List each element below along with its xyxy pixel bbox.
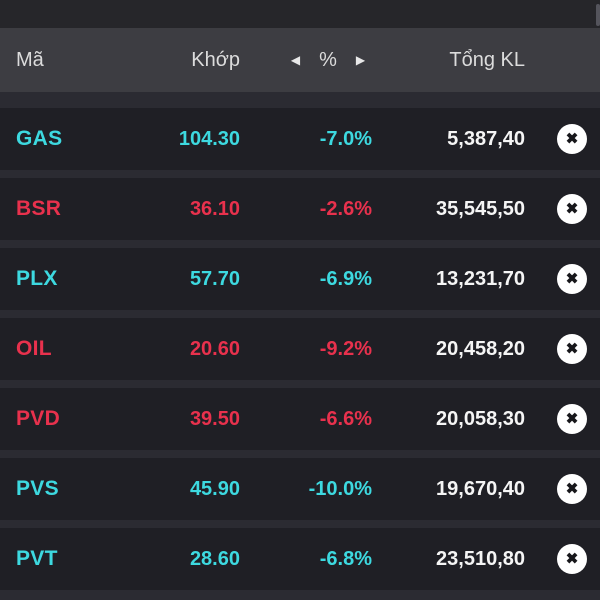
- price-cell: 36.10: [189, 197, 240, 220]
- price-cell: 20.60: [189, 337, 240, 360]
- volume-cell: 19,670,40: [436, 477, 525, 500]
- remove-symbol-button[interactable]: ✖: [557, 404, 587, 434]
- pct-change-cell: -6.8%: [319, 547, 372, 570]
- remove-symbol-button[interactable]: ✖: [557, 264, 587, 294]
- pct-change-cell: -2.6%: [319, 197, 372, 220]
- table-row[interactable]: PVS 45.90 -10.0% 19,670,40 ✖: [0, 458, 600, 520]
- column-header-matched-price: Khớp: [191, 48, 240, 71]
- remove-symbol-button[interactable]: ✖: [557, 544, 587, 574]
- column-header-total-volume: Tổng KL: [449, 48, 525, 71]
- close-icon: ✖: [565, 200, 579, 217]
- close-icon: ✖: [565, 270, 579, 287]
- remove-symbol-button[interactable]: ✖: [557, 474, 587, 504]
- volume-cell: 35,545,50: [436, 197, 525, 220]
- price-cell: 39.50: [189, 407, 240, 430]
- scrollbar-thumb[interactable]: [596, 4, 600, 26]
- volume-cell: 23,510,80: [436, 547, 525, 570]
- pct-change-cell: -6.9%: [319, 267, 372, 290]
- top-strip: [0, 0, 600, 28]
- close-icon: ✖: [565, 480, 579, 497]
- table-row[interactable]: GAS 104.30 -7.0% 5,387,40 ✖: [0, 108, 600, 170]
- symbol-cell[interactable]: PVT: [16, 547, 58, 570]
- column-header-percent[interactable]: %: [319, 48, 337, 71]
- symbol-cell[interactable]: GAS: [16, 127, 63, 150]
- table-row[interactable]: BSR 36.10 -2.6% 35,545,50 ✖: [0, 178, 600, 240]
- volume-cell: 20,058,30: [436, 407, 525, 430]
- watchlist-rows: GAS 104.30 -7.0% 5,387,40 ✖ BSR 36.10 -2…: [0, 92, 600, 600]
- price-cell: 28.60: [189, 547, 240, 570]
- watchlist-table-header: Mã Khớp ◀ % ▶ Tổng KL: [0, 28, 600, 92]
- table-row[interactable]: OIL 20.60 -9.2% 20,458,20 ✖: [0, 318, 600, 380]
- symbol-cell[interactable]: PLX: [16, 267, 58, 290]
- price-cell: 45.90: [189, 477, 240, 500]
- pct-change-cell: -7.0%: [319, 127, 372, 150]
- remove-symbol-button[interactable]: ✖: [557, 334, 587, 364]
- remove-symbol-button[interactable]: ✖: [557, 124, 587, 154]
- price-cell: 57.70: [189, 267, 240, 290]
- pct-change-cell: -9.2%: [319, 337, 372, 360]
- symbol-cell[interactable]: OIL: [16, 337, 52, 360]
- volume-cell: 5,387,40: [447, 127, 525, 150]
- symbol-cell[interactable]: PVD: [16, 407, 61, 430]
- pct-change-cell: -10.0%: [308, 477, 372, 500]
- table-row[interactable]: PVT 28.60 -6.8% 23,510,80 ✖: [0, 528, 600, 590]
- close-icon: ✖: [565, 410, 579, 427]
- remove-symbol-button[interactable]: ✖: [557, 194, 587, 224]
- close-icon: ✖: [565, 130, 579, 147]
- close-icon: ✖: [565, 550, 579, 567]
- next-column-arrow-icon[interactable]: ▶: [355, 53, 366, 67]
- prev-column-arrow-icon[interactable]: ◀: [290, 53, 301, 67]
- symbol-cell[interactable]: BSR: [16, 197, 62, 220]
- close-icon: ✖: [565, 340, 579, 357]
- volume-cell: 13,231,70: [436, 267, 525, 290]
- symbol-cell[interactable]: PVS: [16, 477, 59, 500]
- table-row[interactable]: PVD 39.50 -6.6% 20,058,30 ✖: [0, 388, 600, 450]
- column-header-percent-switcher: ◀ % ▶: [240, 49, 372, 72]
- price-cell: 104.30: [178, 127, 240, 150]
- table-row[interactable]: PLX 57.70 -6.9% 13,231,70 ✖: [0, 248, 600, 310]
- volume-cell: 20,458,20: [436, 337, 525, 360]
- pct-change-cell: -6.6%: [319, 407, 372, 430]
- column-header-symbol: Mã: [16, 48, 44, 71]
